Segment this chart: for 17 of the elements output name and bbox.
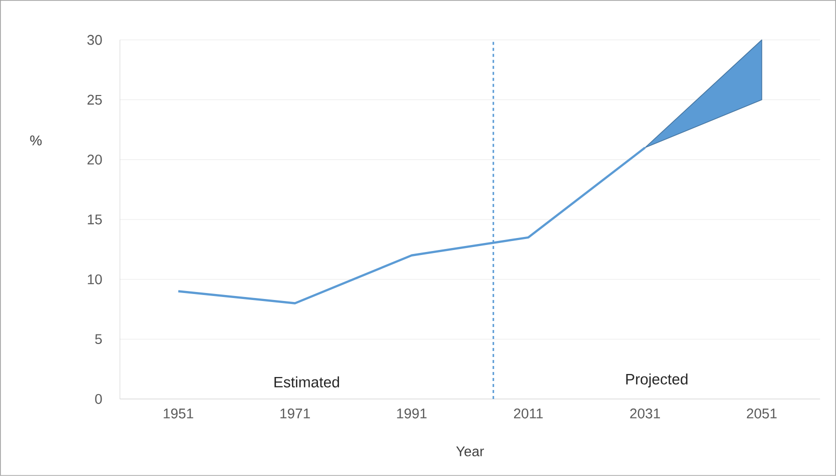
annotation: Projected [626, 374, 688, 388]
x-tick-label: 2051 [746, 408, 777, 418]
x-tick-label: 1951 [164, 408, 194, 418]
y-axis-title: % [30, 136, 42, 146]
annotation: Estimated [274, 376, 340, 388]
y-tick-label: 5 [95, 334, 102, 344]
x-tick-label: 1991 [397, 408, 427, 418]
y-tick-label: 25 [88, 94, 102, 105]
y-tick-label: 15 [88, 214, 102, 224]
y-tick-label: 0 [95, 394, 102, 404]
x-tick-label: 1971 [280, 408, 310, 418]
x-tick-label: 2031 [630, 408, 660, 418]
y-tick-label: 30 [87, 34, 102, 45]
x-axis-title: Year [456, 446, 484, 456]
y-tick-label: 10 [88, 274, 102, 284]
x-tick-label: 2011 [514, 408, 543, 418]
y-tick-label: 20 [88, 154, 102, 165]
